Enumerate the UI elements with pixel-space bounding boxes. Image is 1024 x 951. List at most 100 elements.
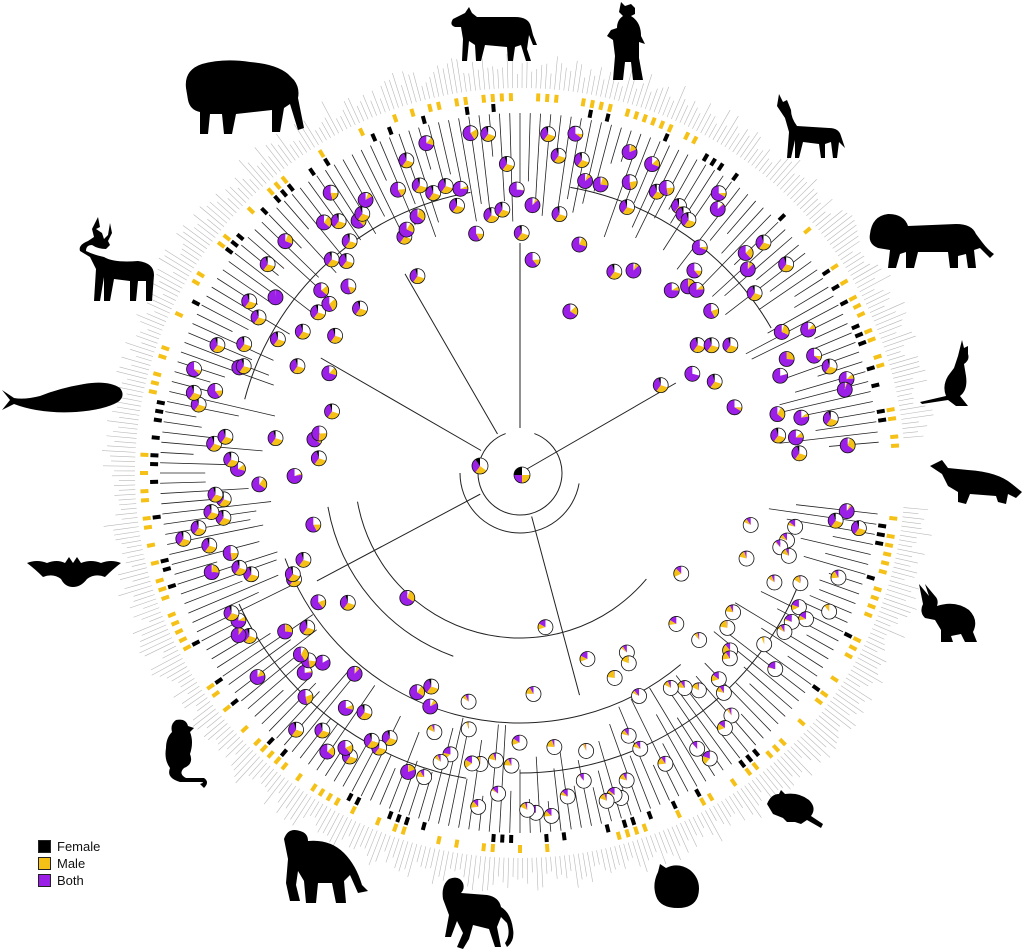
pie-slice [769, 406, 784, 422]
node-pie [772, 367, 789, 384]
pie-outline [494, 201, 511, 218]
pie-slice [774, 541, 781, 548]
pie-slice [483, 207, 492, 222]
pie-slice [288, 574, 300, 582]
node-pie [400, 764, 416, 780]
pie-slice [291, 729, 304, 738]
pie-slice [215, 487, 223, 497]
pie-slice [840, 437, 854, 453]
pie-slice [614, 264, 622, 275]
trait-bar-male [878, 568, 888, 575]
node-pie [839, 437, 856, 454]
tip-label [662, 96, 671, 116]
pie-slice [308, 652, 317, 662]
tip-label [343, 100, 356, 126]
tip-label [818, 715, 839, 732]
pie-outline [787, 518, 804, 535]
trait-bar-male [674, 809, 682, 819]
node-pie [330, 213, 347, 230]
pie-slice [416, 769, 432, 785]
tip-label [728, 133, 740, 150]
pie-slice [465, 694, 469, 702]
trait-bar-female [214, 676, 224, 685]
branch-tip [499, 725, 506, 833]
pie-slice [858, 520, 867, 531]
pie-slice [548, 126, 556, 137]
branch-tip [794, 371, 866, 393]
pie-slice [747, 261, 750, 270]
node-pie [524, 197, 541, 214]
tip-label [290, 793, 308, 820]
pie-slice [846, 503, 850, 512]
tip-label [314, 803, 324, 818]
trait-bar-female [154, 408, 164, 415]
tip-label [379, 98, 386, 113]
tip-label [645, 91, 652, 110]
pie-outline [703, 303, 720, 319]
pie-slice [560, 791, 568, 797]
branch-tip [676, 187, 741, 270]
trait-bar-female [811, 684, 821, 693]
pie-slice [799, 575, 801, 584]
trait-bar-male [152, 371, 162, 378]
pie-outline [319, 743, 336, 760]
pie-slice [239, 560, 247, 571]
pie-slice [241, 358, 244, 367]
tip-label [845, 255, 865, 268]
pie-slice [767, 667, 776, 670]
trait-bar-male [544, 843, 550, 853]
tip-label [126, 393, 143, 398]
branch-tip [408, 130, 439, 223]
pie-slice [624, 199, 628, 208]
pie-slice [821, 604, 837, 620]
branch-tip [573, 785, 582, 828]
branch-tip [222, 269, 271, 303]
pie-slice [297, 665, 313, 681]
tip-label [182, 225, 210, 246]
pie-outline [800, 321, 817, 338]
pie-slice [777, 406, 781, 415]
pie-outline [250, 309, 267, 326]
tip-label [233, 750, 254, 771]
pie-slice [351, 213, 365, 229]
pie-slice [786, 256, 794, 267]
pie-slice [622, 207, 635, 215]
pie-slice [509, 182, 525, 198]
node-pie [625, 262, 642, 279]
tip-label [319, 127, 327, 141]
tip-label [755, 777, 775, 802]
pie-slice [231, 627, 247, 643]
pie-slice [201, 538, 210, 552]
trait-bar-male [146, 542, 156, 548]
pie-outline [701, 750, 718, 767]
tip-label [658, 831, 668, 854]
trait-bar-male [160, 594, 170, 602]
pie-slice [206, 436, 215, 450]
pie-slice [707, 374, 715, 388]
pie-outline [411, 177, 428, 194]
node-pie [250, 309, 267, 326]
tip-label [315, 130, 323, 143]
tip-label [869, 305, 885, 313]
node-pie [327, 327, 343, 344]
tip-label [867, 297, 890, 309]
pie-outline [267, 430, 284, 447]
pie-slice [230, 552, 239, 561]
node-pie [821, 603, 838, 620]
pie-slice [215, 337, 218, 346]
pie-slice [318, 304, 326, 315]
node-pie [449, 197, 465, 214]
pie-slice [425, 185, 434, 200]
pie-slice [725, 642, 731, 651]
pie-slice [345, 756, 357, 764]
tip-label [234, 753, 257, 778]
pie-slice [619, 772, 635, 788]
node-pie [668, 616, 685, 632]
pie-outline [305, 516, 322, 533]
trait-bar-male [206, 682, 215, 691]
tip-label [700, 113, 712, 134]
trait-bar-male [890, 443, 900, 449]
branch-tip [553, 768, 562, 831]
tip-label [402, 71, 413, 104]
branch-tip [254, 689, 284, 717]
